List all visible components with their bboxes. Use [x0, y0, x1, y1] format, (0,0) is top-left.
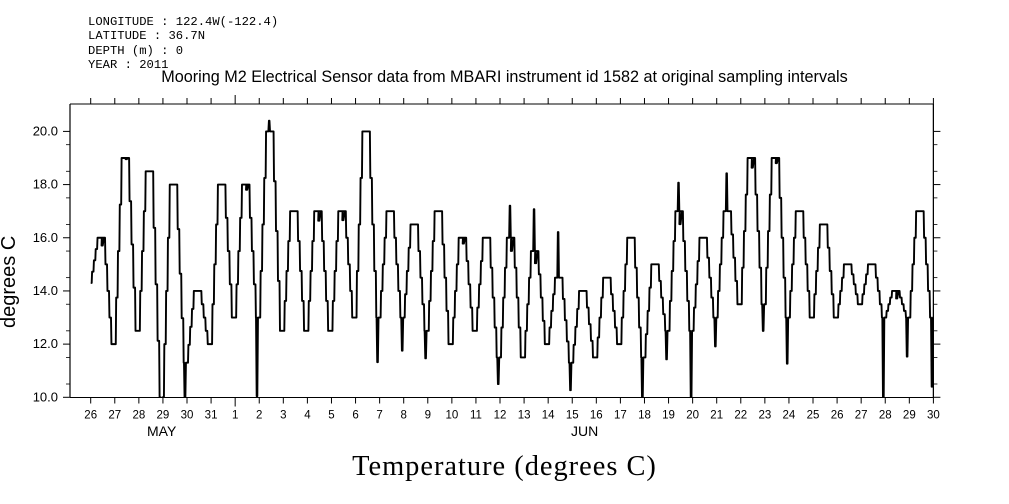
- svg-text:19: 19: [662, 410, 675, 422]
- svg-text:3: 3: [280, 410, 286, 422]
- svg-text:22: 22: [734, 410, 747, 422]
- svg-text:31: 31: [205, 410, 218, 422]
- svg-text:18: 18: [638, 410, 651, 422]
- svg-text:1: 1: [232, 410, 238, 422]
- svg-text:26: 26: [84, 410, 97, 422]
- svg-text:10.0: 10.0: [33, 389, 58, 404]
- svg-text:30: 30: [927, 410, 940, 422]
- svg-text:18.0: 18.0: [33, 177, 58, 192]
- svg-text:4: 4: [304, 410, 311, 422]
- svg-text:21: 21: [710, 410, 723, 422]
- svg-text:12: 12: [494, 410, 507, 422]
- svg-text:2: 2: [256, 410, 262, 422]
- svg-text:9: 9: [425, 410, 431, 422]
- svg-text:17: 17: [614, 410, 627, 422]
- svg-text:12.0: 12.0: [33, 336, 58, 351]
- svg-text:27: 27: [108, 410, 121, 422]
- svg-text:28: 28: [132, 410, 145, 422]
- svg-text:26: 26: [831, 410, 844, 422]
- svg-text:30: 30: [181, 410, 194, 422]
- svg-text:16.0: 16.0: [33, 230, 58, 245]
- svg-text:20.0: 20.0: [33, 123, 58, 138]
- svg-text:28: 28: [879, 410, 892, 422]
- svg-text:14: 14: [542, 410, 555, 422]
- svg-text:29: 29: [157, 410, 170, 422]
- svg-text:29: 29: [903, 410, 916, 422]
- svg-text:5: 5: [328, 410, 334, 422]
- svg-text:8: 8: [400, 410, 406, 422]
- svg-text:25: 25: [807, 410, 820, 422]
- svg-text:13: 13: [518, 410, 531, 422]
- svg-text:24: 24: [783, 410, 796, 422]
- svg-text:7: 7: [376, 410, 382, 422]
- svg-text:15: 15: [566, 410, 579, 422]
- svg-text:6: 6: [352, 410, 358, 422]
- svg-text:14.0: 14.0: [33, 283, 58, 298]
- svg-text:20: 20: [686, 410, 699, 422]
- svg-text:10: 10: [445, 410, 458, 422]
- svg-text:23: 23: [758, 410, 771, 422]
- svg-text:16: 16: [590, 410, 603, 422]
- svg-text:27: 27: [855, 410, 868, 422]
- svg-text:11: 11: [470, 410, 482, 422]
